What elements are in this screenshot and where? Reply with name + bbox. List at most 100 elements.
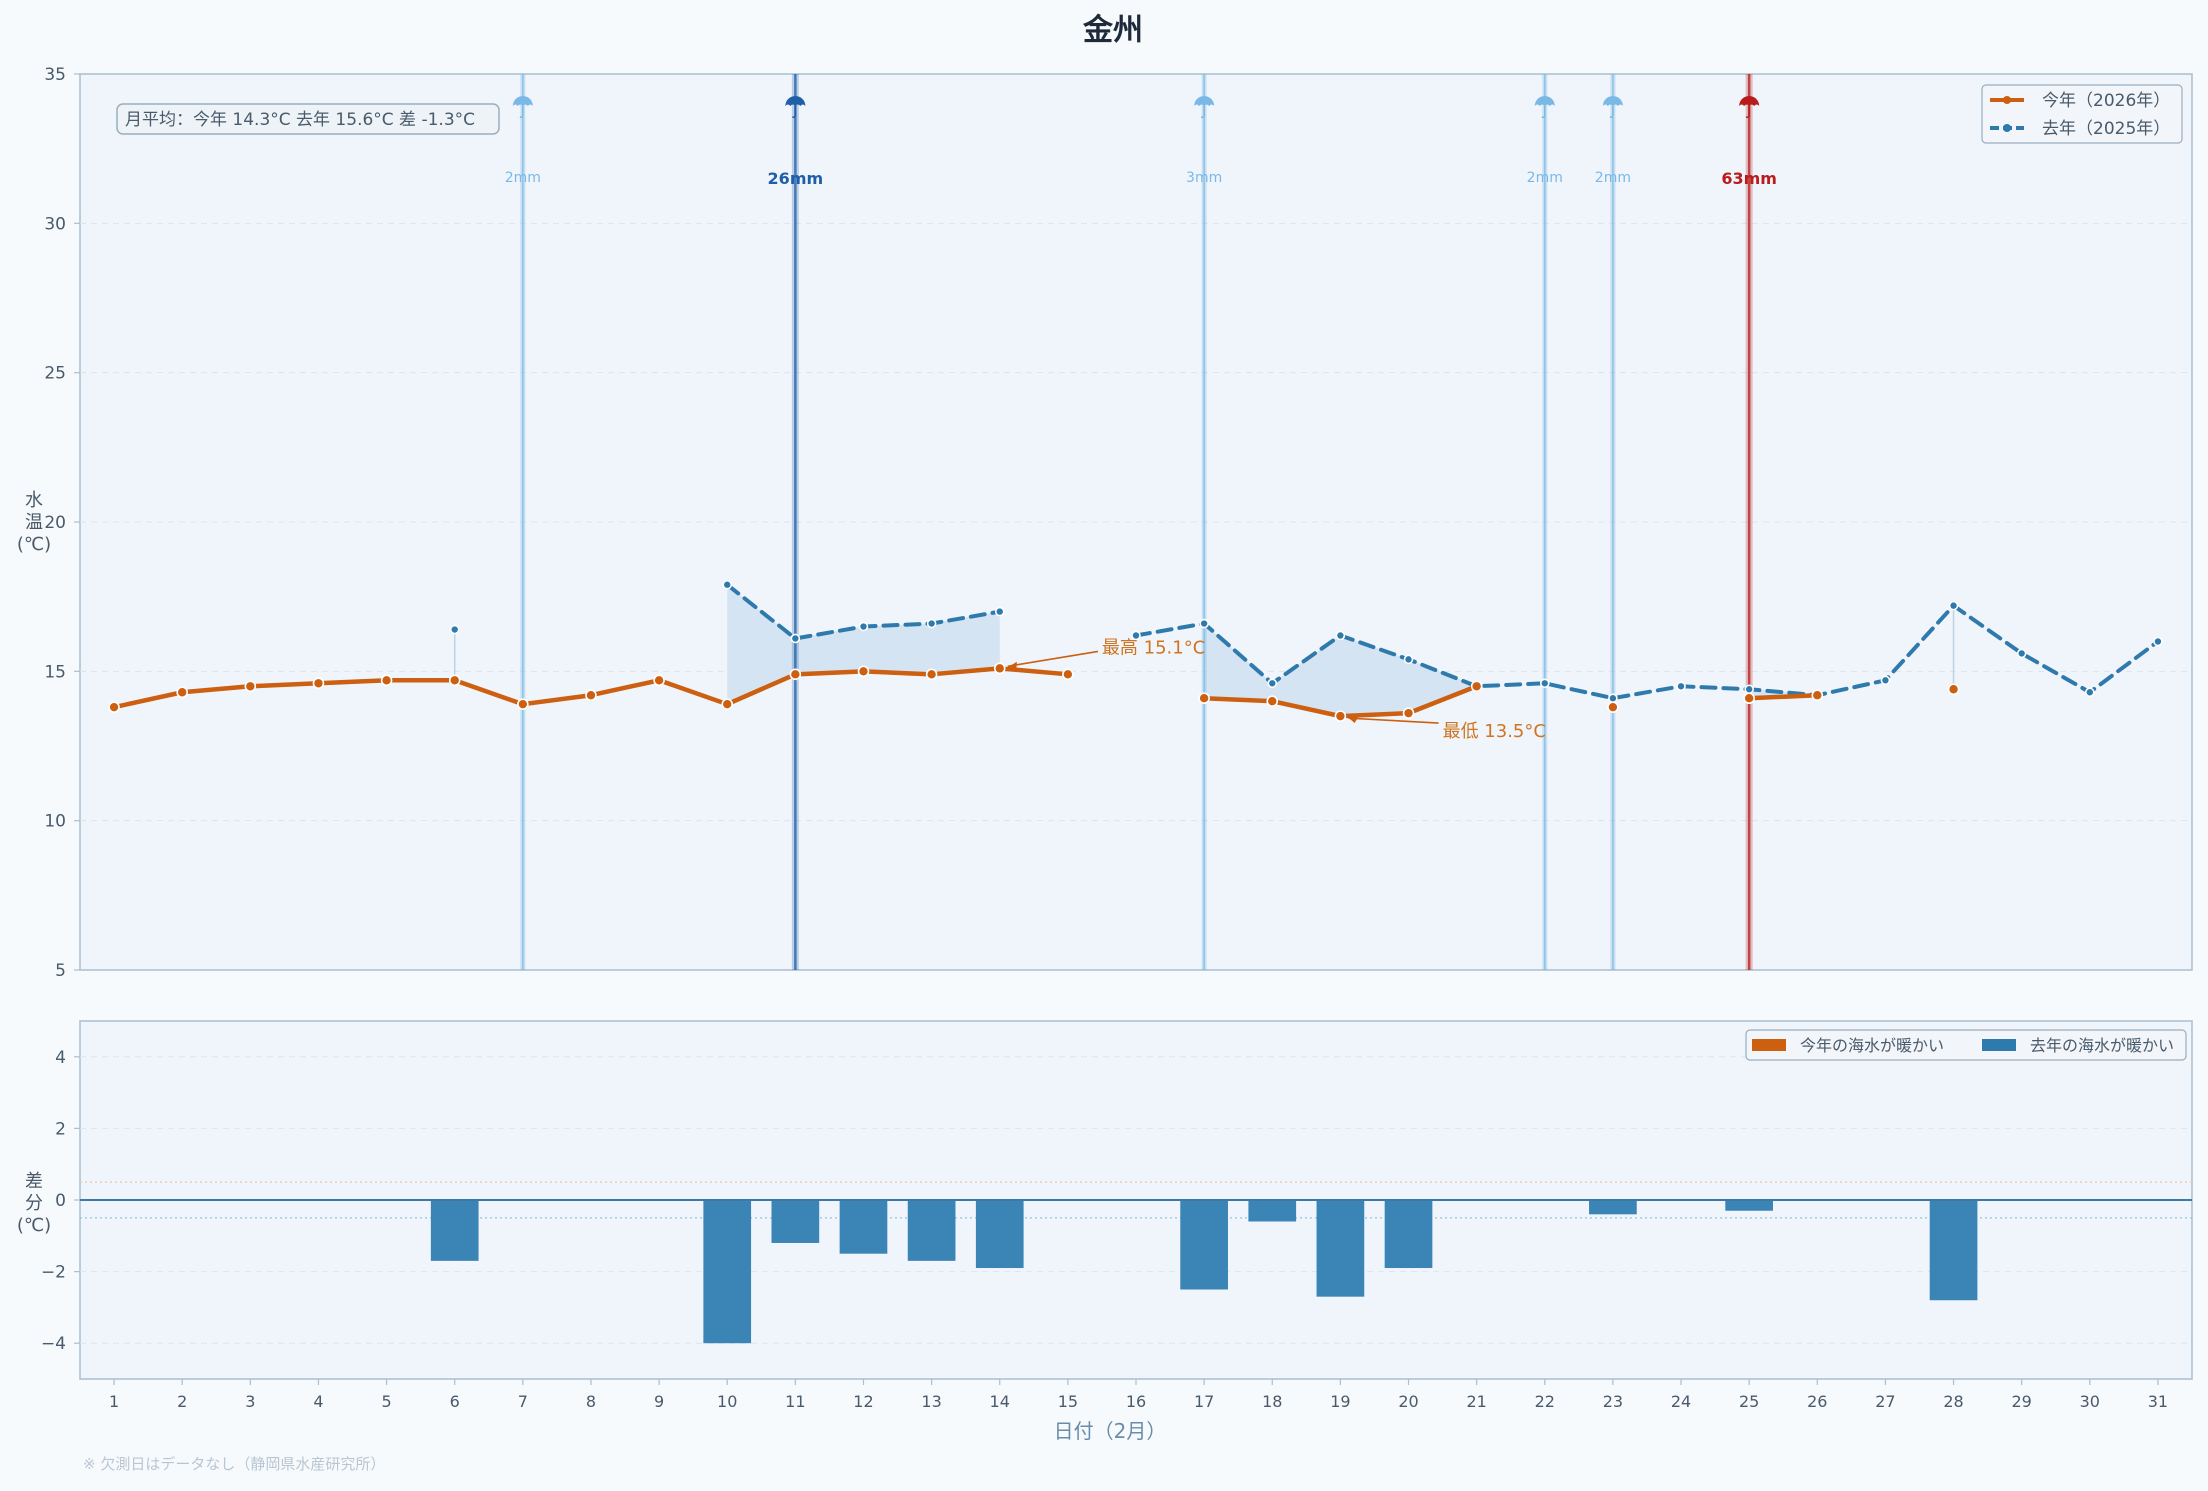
difference-bar xyxy=(430,1200,479,1261)
data-point-this-year xyxy=(1947,683,1960,696)
data-point-this-year xyxy=(244,680,257,693)
data-point-this-year xyxy=(1266,695,1279,708)
data-point-last-year xyxy=(926,618,937,629)
xtick-label: 13 xyxy=(921,1392,941,1411)
data-point-this-year xyxy=(1607,701,1619,713)
annotation-label: 最高 15.1°C xyxy=(1102,637,1205,658)
xtick-label: 7 xyxy=(518,1392,528,1411)
xtick-label: 29 xyxy=(2011,1392,2031,1411)
data-point-this-year xyxy=(1334,710,1347,722)
umbrella-canopy xyxy=(1534,96,1555,106)
data-point-last-year xyxy=(1539,678,1550,689)
legend-label: 今年（2026年） xyxy=(2042,91,2170,111)
xtick-label: 16 xyxy=(1126,1392,1146,1411)
rain-amount-label: 2mm xyxy=(505,170,541,186)
chart-title: 金州 xyxy=(1082,13,1143,48)
data-point-this-year xyxy=(653,674,665,687)
umbrella-icon xyxy=(1739,96,1760,118)
data-point-last-year xyxy=(1403,654,1414,665)
xtick-label: 26 xyxy=(1807,1392,1827,1411)
ytick-label: 5 xyxy=(55,961,66,981)
xlabel: 日付（2月） xyxy=(1054,1419,1167,1443)
data-point-last-year xyxy=(858,621,869,632)
ytick-label: −2 xyxy=(41,1263,66,1283)
xtick-label: 8 xyxy=(586,1392,596,1411)
xtick-label: 23 xyxy=(1603,1392,1623,1411)
xtick-label: 17 xyxy=(1194,1392,1214,1411)
rain-amount-label: 3mm xyxy=(1186,170,1222,186)
xtick-label: 31 xyxy=(2148,1392,2168,1411)
xtick-label: 5 xyxy=(381,1392,391,1411)
legend-label: 去年（2025年） xyxy=(2042,119,2170,139)
data-point-last-year xyxy=(1676,681,1686,692)
difference-bar xyxy=(1180,1200,1228,1290)
data-point-last-year xyxy=(1131,630,1141,641)
data-point-this-year xyxy=(1198,692,1210,705)
legend-label: 去年の海水が暖かい xyxy=(2030,1036,2174,1055)
data-point-last-year xyxy=(1744,684,1754,695)
ytick-label: 10 xyxy=(44,812,66,832)
difference-bar xyxy=(975,1200,1024,1269)
xtick-label: 18 xyxy=(1262,1392,1282,1411)
data-point-this-year xyxy=(1743,692,1755,705)
xtick-label: 20 xyxy=(1398,1392,1418,1411)
data-point-this-year xyxy=(721,698,734,710)
umbrella-handle xyxy=(519,106,524,118)
xtick-label: 21 xyxy=(1466,1392,1486,1411)
umbrella-handle xyxy=(1541,106,1546,118)
data-point-this-year xyxy=(517,698,529,710)
legend-difference xyxy=(1745,1029,2187,1061)
data-point-this-year xyxy=(1470,680,1483,693)
difference-bar xyxy=(1316,1200,1365,1297)
xtick-label: 3 xyxy=(245,1392,255,1411)
difference-bar xyxy=(1589,1200,1637,1215)
legend-swatch xyxy=(1982,1039,2016,1051)
summary-box xyxy=(116,103,500,135)
data-point-last-year xyxy=(722,579,733,590)
rain-amount-label: 2mm xyxy=(1527,170,1563,186)
xtick-label: 12 xyxy=(853,1392,873,1411)
legend-swatch xyxy=(1752,1039,1786,1051)
xtick-label: 25 xyxy=(1739,1392,1759,1411)
xtick-label: 24 xyxy=(1671,1392,1691,1411)
difference-bar xyxy=(1248,1200,1297,1222)
ylabel-difference: 分 xyxy=(25,1193,43,1214)
difference-bar xyxy=(839,1200,888,1254)
ytick-label: 15 xyxy=(44,662,66,682)
series-line-this-year xyxy=(1746,692,1820,701)
umbrella-icon xyxy=(1602,96,1623,118)
data-point-this-year xyxy=(993,662,1006,675)
xtick-label: 27 xyxy=(1875,1392,1895,1411)
umbrella-icon xyxy=(512,96,533,118)
legend-marker xyxy=(2003,96,2011,104)
data-point-last-year xyxy=(994,606,1005,617)
xtick-label: 6 xyxy=(450,1392,460,1411)
annotation-arrowhead xyxy=(1005,661,1017,671)
umbrella-handle xyxy=(1745,106,1750,118)
ylabel-temperature: 水 xyxy=(25,490,43,511)
xtick-label: 19 xyxy=(1330,1392,1350,1411)
data-point-this-year xyxy=(585,689,597,702)
xtick-label: 4 xyxy=(313,1392,323,1411)
umbrella-icon xyxy=(1194,96,1215,118)
annotation-arrowhead xyxy=(1346,715,1360,724)
data-point-last-year xyxy=(2153,636,2163,647)
difference-bar xyxy=(771,1200,820,1243)
ylabel-temperature: (℃) xyxy=(17,534,51,555)
rain-amount-label: 63mm xyxy=(1721,169,1777,188)
difference-bar xyxy=(1725,1200,1774,1211)
data-point-this-year xyxy=(380,674,393,687)
difference-bar xyxy=(1929,1200,1978,1301)
ylabel-temperature: 温 xyxy=(25,512,43,533)
annotation-label: 最低 13.5°C xyxy=(1443,721,1546,742)
data-point-last-year xyxy=(449,624,460,635)
ytick-label: −4 xyxy=(41,1334,66,1354)
footnote: ※ 欠測日はデータなし（静岡県水産研究所） xyxy=(83,1455,385,1473)
summary-text: 月平均：今年 14.3°C 去年 15.6°C 差 -1.3°C xyxy=(125,110,475,130)
umbrella-canopy xyxy=(785,96,806,106)
umbrella-handle xyxy=(1609,106,1614,118)
data-point-this-year xyxy=(1402,707,1415,719)
xtick-label: 28 xyxy=(1943,1392,1963,1411)
